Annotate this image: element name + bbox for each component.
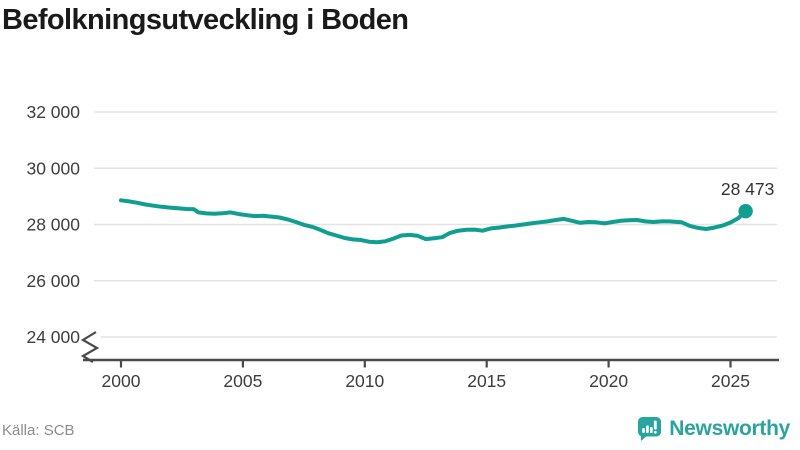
x-axis-tick-label: 2015 — [467, 371, 506, 391]
x-axis-tick-label: 2010 — [345, 371, 384, 391]
newsworthy-bar-chart-speech-bubble-icon — [638, 417, 662, 441]
x-axis-tick-label: 2005 — [223, 371, 262, 391]
y-axis-tick-label: 26 000 — [26, 271, 80, 291]
y-axis-break-icon — [80, 331, 100, 363]
latest-value-dot — [738, 203, 753, 219]
x-axis-tick-label: 2000 — [102, 371, 141, 391]
x-axis-tick-label: 2020 — [589, 371, 628, 391]
latest-value-label: 28 473 — [721, 179, 775, 199]
y-axis-tick-label: 24 000 — [26, 327, 80, 347]
y-axis-tick-label: 30 000 — [26, 158, 80, 178]
y-axis-tick-label: 28 000 — [26, 215, 80, 235]
population-line-series — [119, 198, 748, 245]
page-title: Befolkningsutveckling i Boden — [2, 4, 409, 36]
x-axis-tick-label: 2025 — [711, 371, 750, 391]
newsworthy-logo-text: Newsworthy — [669, 416, 790, 440]
y-axis-tick-label: 32 000 — [26, 102, 80, 122]
newsworthy-logo[interactable]: Newsworthy — [637, 416, 790, 441]
source-label: Källa: SCB — [2, 422, 75, 439]
